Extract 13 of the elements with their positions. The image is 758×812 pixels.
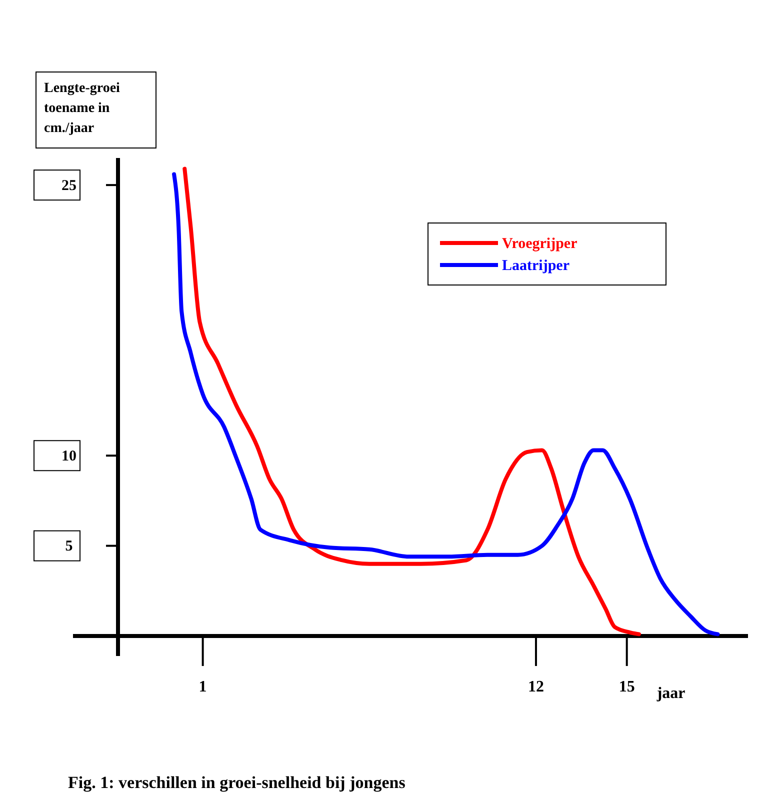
legend-label: Laatrijper (502, 258, 570, 274)
line-series (182, 166, 641, 636)
x-tick-label: 12 (528, 678, 544, 696)
legend-label: Vroegrijper (502, 236, 578, 252)
y-axis-title: Lengte-groei toename in cm./jaar (44, 81, 120, 136)
text: Fig. 1: verschillen in groei-snelheid bij jongens (68, 773, 406, 792)
y-tick-label: 10 (62, 448, 76, 464)
x-tick-label: 1 (198, 678, 207, 696)
y-tick-label: 25 (62, 178, 76, 194)
x-tick-label: 15 (618, 678, 635, 696)
x-axis-title: jaar (656, 685, 686, 702)
line-series (172, 172, 720, 636)
y-tick-label: 5 (65, 538, 73, 555)
